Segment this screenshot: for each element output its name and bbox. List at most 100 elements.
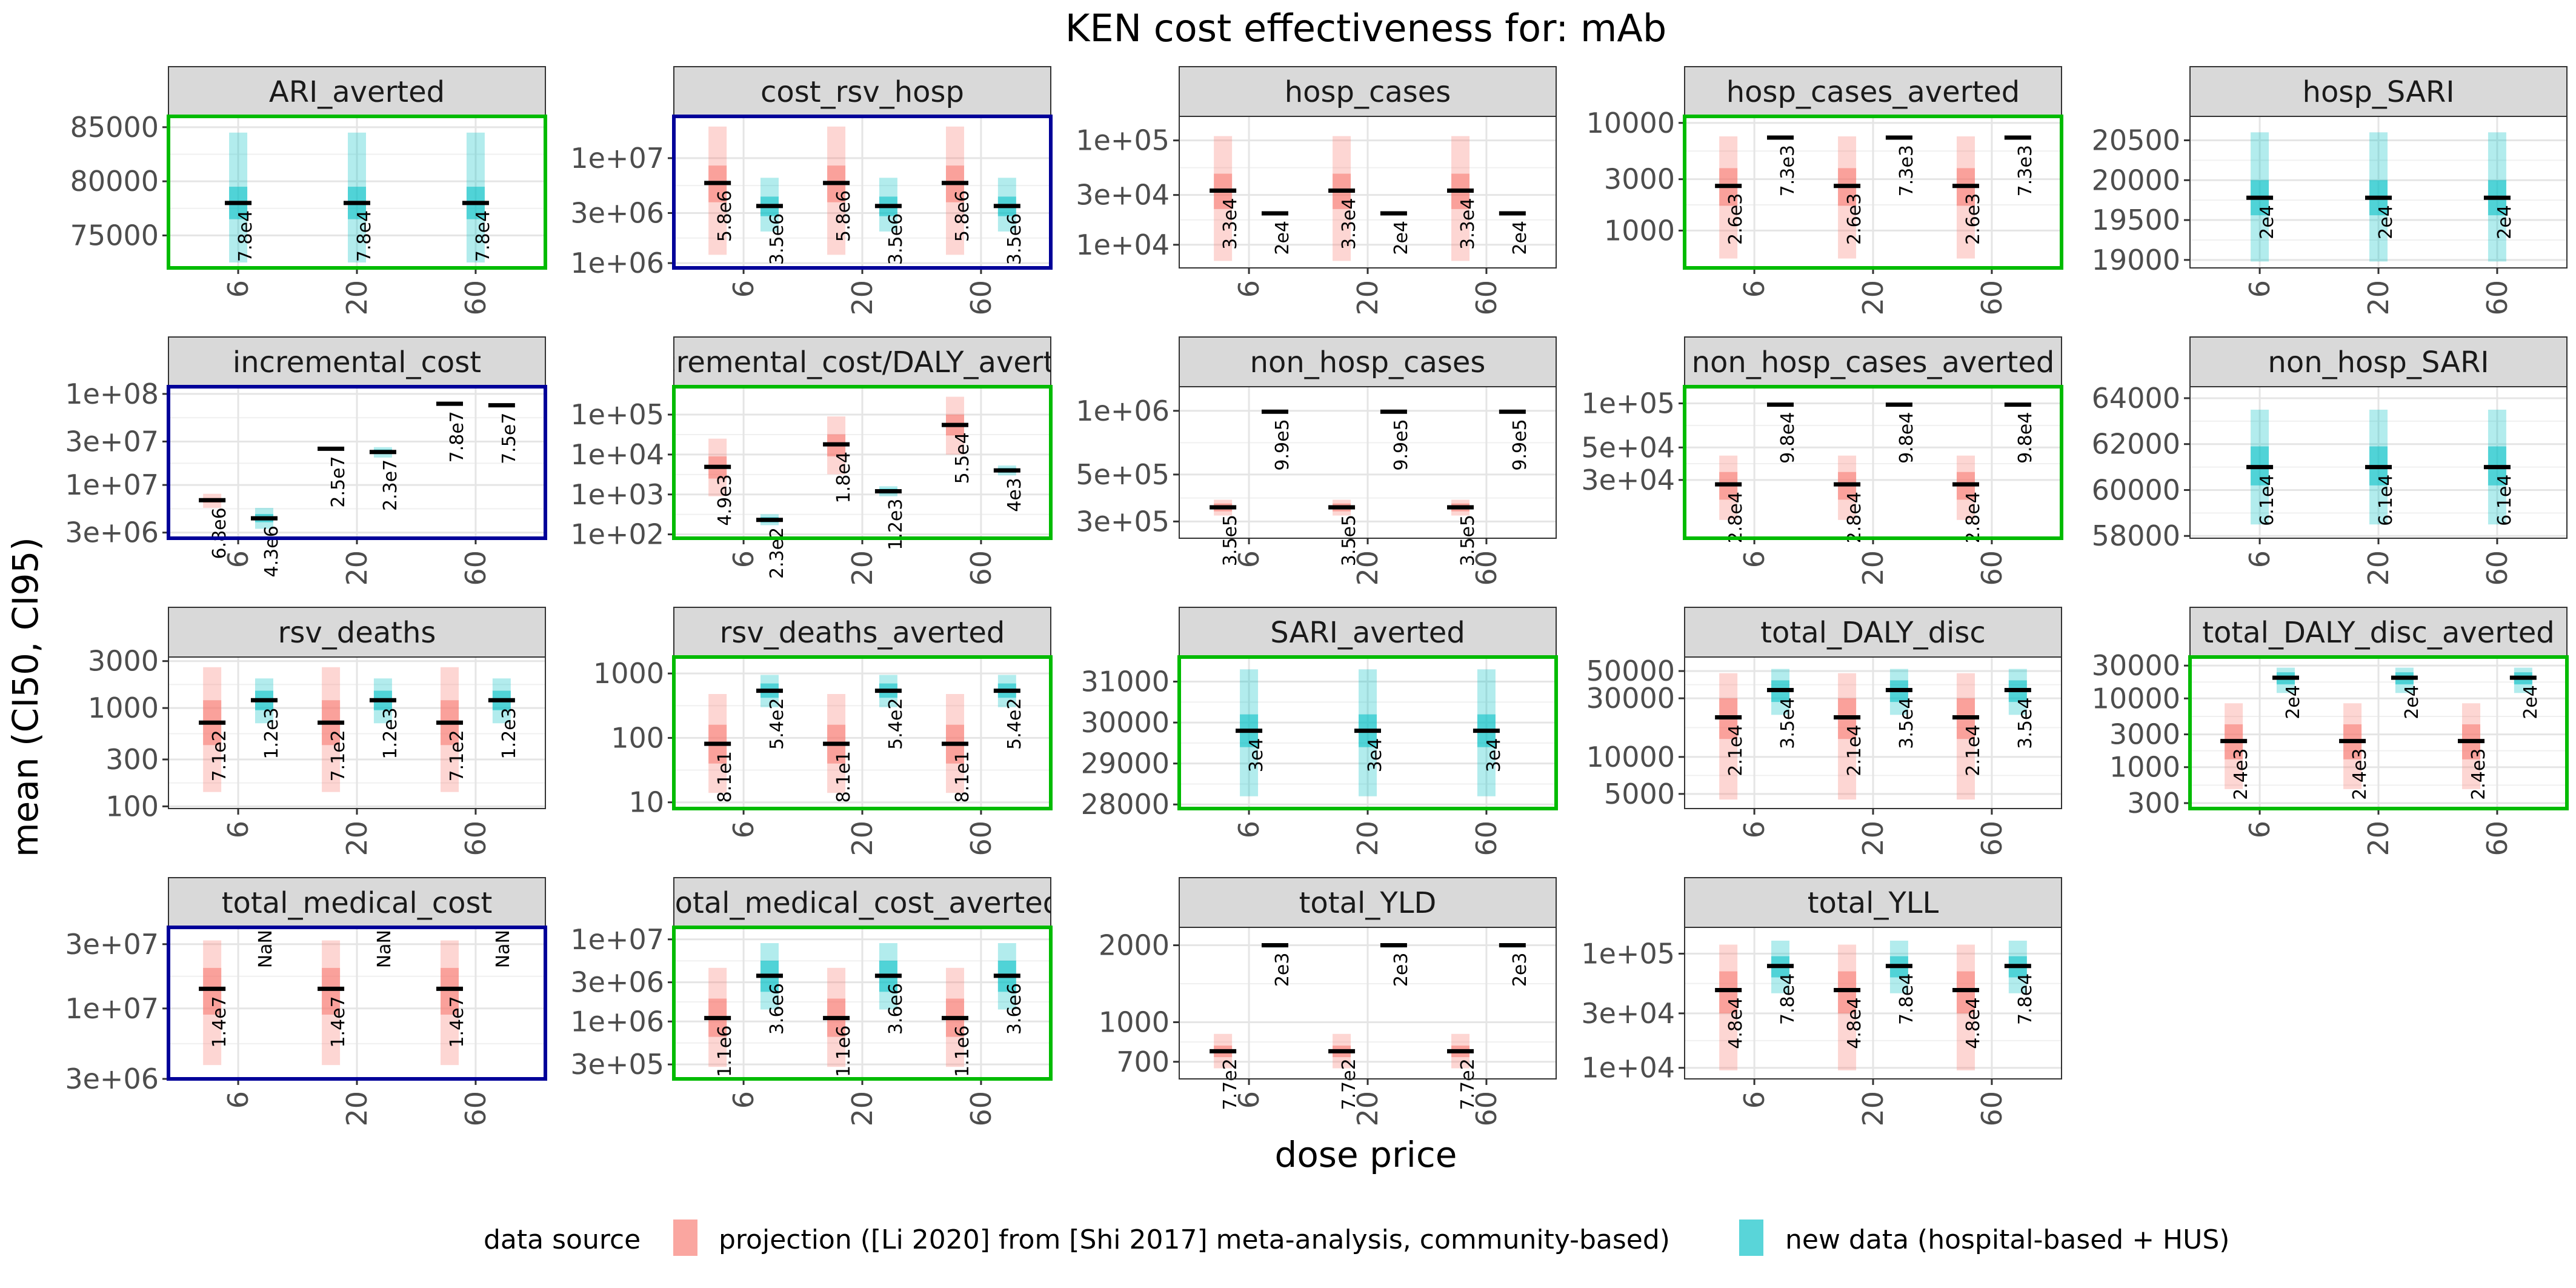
x-tick-label: 6 xyxy=(222,550,255,568)
y-tick-label: 58000 xyxy=(2092,519,2180,552)
facet-strip-label: incremental_cost xyxy=(233,345,481,379)
data-label: NaN xyxy=(374,930,395,968)
data-label: 7.3e3 xyxy=(1777,145,1799,196)
x-tick-label: 60 xyxy=(2481,821,2514,856)
y-tick-label: 3e+07 xyxy=(65,425,159,458)
panel-border xyxy=(167,926,547,1081)
data-label: 2.8e4 xyxy=(1844,492,1865,543)
x-tick-label: 60 xyxy=(459,280,492,316)
data-label: 1.2e3 xyxy=(885,499,907,550)
facet-strip xyxy=(1684,66,2062,117)
x-tick-label: 6 xyxy=(222,280,255,298)
y-tick-label: 5e+05 xyxy=(1076,458,1170,491)
facet-strip xyxy=(1179,336,1557,387)
y-tick-label: 3e+05 xyxy=(1076,505,1170,538)
x-tick-label: 60 xyxy=(1470,1091,1503,1127)
panel-border xyxy=(1683,115,2063,270)
panel-border xyxy=(2189,116,2568,269)
data-label: NaN xyxy=(255,930,276,968)
y-tick-label: 300 xyxy=(105,743,159,776)
data-label: 5.8e6 xyxy=(714,190,736,242)
x-tick-label: 6 xyxy=(1738,821,1771,838)
facet-hosp_cases: hosp_cases 1e+04 3e+04 1e+05 6 20 60 3.3e4 3.3e4… xyxy=(1076,66,1557,316)
facet-strip-label: total_YLL xyxy=(1808,886,1939,920)
x-tick-label: 6 xyxy=(1233,550,1265,568)
data-label: 5.5e4 xyxy=(952,432,973,484)
data-label: 6.1e4 xyxy=(2375,475,2397,526)
x-tick-label: 60 xyxy=(1470,821,1503,856)
facet-strip xyxy=(1179,66,1557,117)
facet-ARI_averted: ARI_averted 75000 80000 85000 6 20 60 7.8e4 7.8e… xyxy=(70,66,547,316)
x-tick-label: 60 xyxy=(1470,280,1503,316)
legend-swatch-new-data xyxy=(1739,1220,1763,1256)
facet-strip-label: incremental_cost/DALY_averted xyxy=(634,345,1091,379)
facet-strip-label: total_medical_cost_averted xyxy=(664,886,1061,920)
x-tick-label: 60 xyxy=(2481,550,2514,586)
y-tick-label: 28000 xyxy=(1081,788,1170,821)
y-tick-label: 3e+06 xyxy=(65,516,159,549)
facet-strip-label: SARI_averted xyxy=(1270,616,1465,650)
y-tick-label: 10000 xyxy=(1586,741,1675,773)
y-tick-label: 60000 xyxy=(2092,473,2180,506)
data-label: 5.4e2 xyxy=(1004,698,1025,750)
y-tick-label: 300 xyxy=(2127,787,2180,819)
data-label: 2.5e7 xyxy=(328,456,349,507)
panel-border xyxy=(2189,386,2568,539)
data-label: 4e3 xyxy=(1004,478,1025,512)
x-tick-label: 60 xyxy=(1975,280,2008,316)
y-tick-label: 20500 xyxy=(2092,124,2180,156)
panel-border xyxy=(1683,385,2063,540)
data-label: 5.4e2 xyxy=(767,698,788,750)
legend-label-new-data: new data (hospital-based + HUS) xyxy=(1785,1224,2229,1255)
facet-strip xyxy=(168,877,546,928)
data-label: 2.1e4 xyxy=(1725,724,1746,776)
x-tick-label: 20 xyxy=(846,280,879,316)
facet-strip-label: total_DALY_disc_averted xyxy=(2202,616,2555,650)
facet-strip-label: cost_rsv_hosp xyxy=(760,75,964,109)
x-tick-label: 60 xyxy=(1975,550,2008,586)
data-label: 3.6e6 xyxy=(1004,983,1025,1035)
data-label: 2.8e4 xyxy=(1963,492,1984,543)
facet-SARI_averted: SARI_averted 28000 29000 30000 31000 6 20 60 3e4… xyxy=(1081,607,1558,856)
facet-strip-label: hosp_SARI xyxy=(2303,75,2455,109)
x-tick-label: 60 xyxy=(1975,821,2008,856)
ci50-bar xyxy=(322,967,341,1015)
x-tick-label: 60 xyxy=(459,1091,492,1127)
data-label: 2.4e3 xyxy=(2468,749,2489,800)
data-label: 7.1e2 xyxy=(328,730,349,781)
x-tick-label: 60 xyxy=(965,1091,997,1127)
x-axis-title: dose price xyxy=(1275,1134,1457,1175)
panel-border xyxy=(167,385,547,540)
x-tick-label: 6 xyxy=(2243,550,2276,568)
y-tick-label: 3e+05 xyxy=(570,1048,664,1081)
facet-cost_rsv_hosp: cost_rsv_hosp 1e+06 3e+06 1e+07 6 20 60 5.8e6 5.… xyxy=(570,66,1053,316)
y-tick-label: 1e+05 xyxy=(1076,124,1170,157)
data-label: 8.1e1 xyxy=(714,751,736,802)
x-tick-label: 20 xyxy=(341,550,373,586)
panel-border xyxy=(672,385,1053,540)
y-tick-label: 100 xyxy=(105,790,159,823)
data-label: 2e3 xyxy=(1509,953,1531,987)
data-label: 5.8e6 xyxy=(952,190,973,242)
facet-strip-label: non_hosp_SARI xyxy=(2268,345,2489,379)
data-label: 2.4e3 xyxy=(2349,749,2371,800)
data-label: 8.1e1 xyxy=(952,751,973,802)
x-tick-label: 20 xyxy=(1351,1091,1384,1127)
panel-border xyxy=(1684,927,2062,1079)
panel-border xyxy=(2188,655,2569,810)
data-label: 7.7e2 xyxy=(1220,1058,1241,1110)
ci50-bar xyxy=(441,967,459,1015)
data-label: 2e4 xyxy=(1391,221,1412,255)
y-tick-label: 1e+04 xyxy=(570,438,664,471)
y-tick-label: 75000 xyxy=(70,219,159,252)
x-tick-label: 6 xyxy=(2243,821,2276,838)
x-tick-label: 60 xyxy=(1470,550,1503,586)
y-tick-label: 1e+05 xyxy=(1581,937,1675,970)
data-label: 3.6e6 xyxy=(885,983,907,1035)
data-label: 6.1e4 xyxy=(2257,475,2278,526)
facet-strip xyxy=(673,66,1051,117)
y-tick-label: 5000 xyxy=(1604,778,1675,810)
y-tick-label: 30000 xyxy=(1081,706,1170,739)
